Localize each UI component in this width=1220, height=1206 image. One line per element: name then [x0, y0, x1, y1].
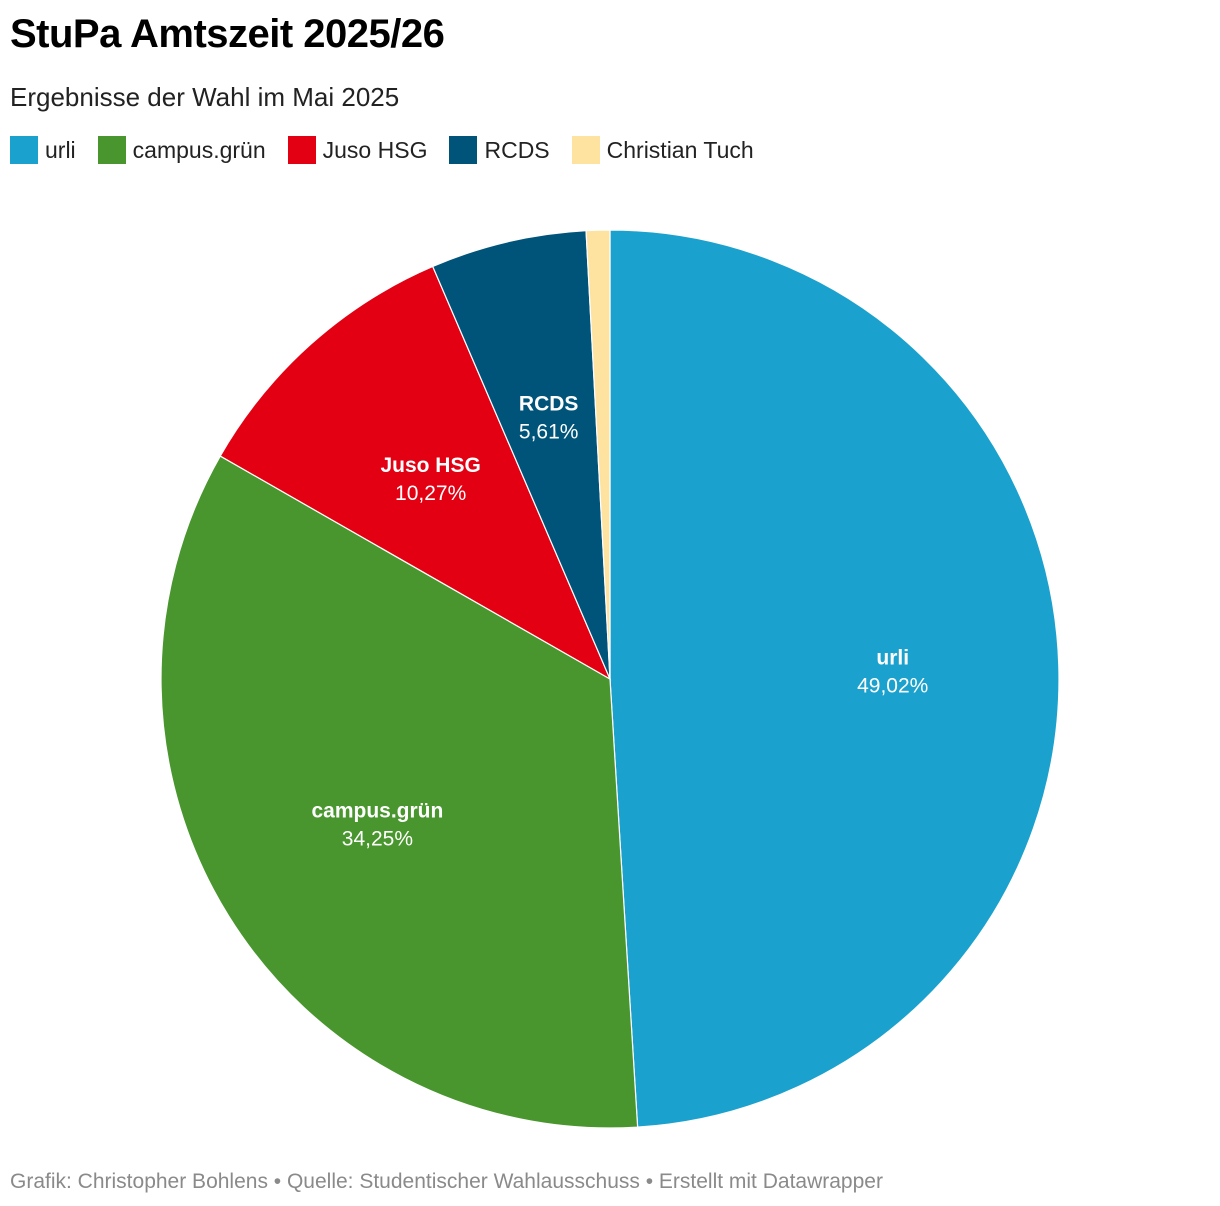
slice-label-value: 34,25%: [342, 828, 413, 851]
slice-label-value: 49,02%: [857, 674, 928, 697]
slice-label-value: 5,61%: [519, 421, 579, 444]
chart-title: StuPa Amtszeit 2025/26: [10, 12, 445, 56]
source-footer: Grafik: Christopher Bohlens • Quelle: St…: [10, 1170, 883, 1193]
pie-slice: [160, 455, 639, 1129]
legend-label: Christian Tuch: [606, 136, 754, 163]
pie-slice: [585, 229, 611, 680]
pie-slice: [609, 229, 1060, 1128]
legend-swatch: [10, 136, 38, 164]
legend-swatch: [97, 136, 126, 164]
slice-label-name: campus.grün: [311, 800, 443, 823]
legend-label: Juso HSG: [322, 136, 428, 163]
slice-label-value: 10,27%: [395, 482, 466, 505]
legend-swatch: [571, 136, 600, 164]
legend-item: RCDS: [449, 136, 550, 164]
legend-label: campus.grün: [132, 136, 266, 163]
legend-swatch: [449, 136, 478, 164]
legend-label: urli: [45, 136, 76, 163]
legend-label: RCDS: [484, 136, 550, 163]
slice-label-name: Juso HSG: [380, 454, 480, 477]
legend-item: Juso HSG: [287, 136, 428, 164]
chart-subtitle: Ergebnisse der Wahl im Mai 2025: [10, 82, 400, 112]
slice-label-name: urli: [876, 646, 909, 669]
legend: urli campus.grün Juso HSG RCDS Christian Tuc…: [10, 136, 776, 164]
legend-item: urli: [10, 136, 76, 164]
pie-slice: [431, 230, 611, 680]
legend-item: Christian Tuch: [571, 136, 754, 164]
pie-slice: [219, 265, 612, 681]
legend-item: campus.grün: [97, 136, 266, 164]
slice-label-name: RCDS: [519, 393, 579, 416]
legend-swatch: [287, 136, 316, 164]
